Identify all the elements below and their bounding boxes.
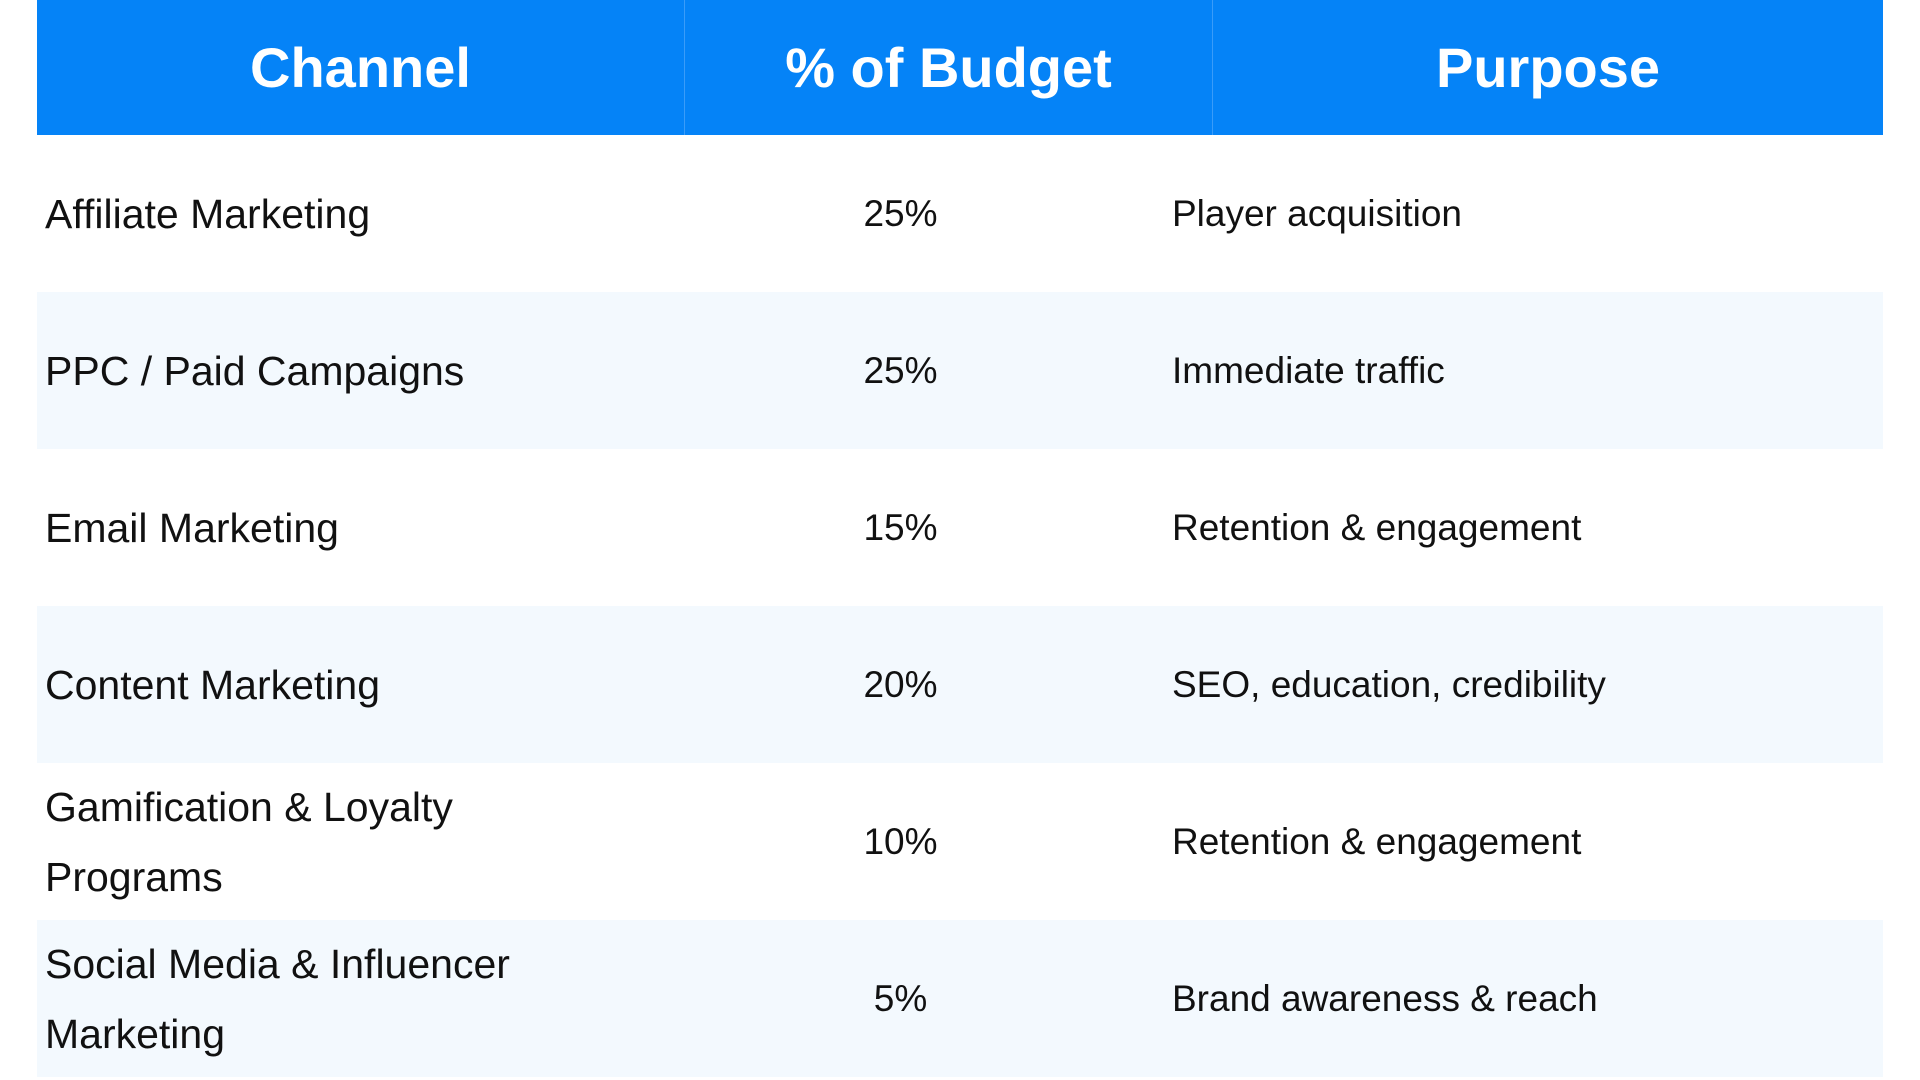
cell-purpose: Retention & engagement bbox=[1172, 820, 1582, 862]
cell-channel: PPC / Paid Campaigns bbox=[45, 347, 465, 394]
table-row: Gamification & Loyalty Programs 10% Retent… bbox=[37, 763, 1883, 920]
cell-budget: 25% bbox=[863, 349, 938, 391]
table-row: PPC / Paid Campaigns 25% Immediate traffic bbox=[37, 292, 1883, 449]
cell-purpose: Player acquisition bbox=[1172, 192, 1462, 234]
cell-channel: Content Marketing bbox=[45, 661, 381, 708]
budget-table: Channel % of Budget Purpose Affiliate Ma… bbox=[37, 0, 1883, 1077]
table-header: Channel % of Budget Purpose bbox=[37, 0, 1883, 135]
cell-budget: 5% bbox=[873, 977, 928, 1019]
cell-budget: 20% bbox=[863, 663, 938, 705]
cell-budget: 25% bbox=[863, 192, 938, 234]
cell-purpose: SEO, education, credibility bbox=[1172, 663, 1606, 705]
cell-channel: Social Media & Influencer Marketing bbox=[45, 940, 510, 1057]
cell-budget: 10% bbox=[863, 820, 938, 862]
cell-purpose: Retention & engagement bbox=[1172, 506, 1582, 548]
header-channel: Channel bbox=[37, 0, 685, 135]
cell-channel: Email Marketing bbox=[45, 504, 339, 551]
cell-purpose: Immediate traffic bbox=[1172, 349, 1445, 391]
table-row: Affiliate Marketing 25% Player acquisition bbox=[37, 135, 1883, 292]
table-row: Social Media & Influencer Marketing 5% Bra… bbox=[37, 920, 1883, 1077]
cell-budget: 15% bbox=[863, 506, 938, 548]
table-row: Content Marketing 20% SEO, education, cred… bbox=[37, 606, 1883, 763]
table-row: Email Marketing 15% Retention & engagement bbox=[37, 449, 1883, 606]
cell-channel: Affiliate Marketing bbox=[45, 190, 371, 237]
cell-channel: Gamification & Loyalty Programs bbox=[45, 783, 453, 900]
header-budget: % of Budget bbox=[685, 0, 1213, 135]
cell-purpose: Brand awareness & reach bbox=[1172, 977, 1598, 1019]
header-purpose: Purpose bbox=[1435, 36, 1661, 99]
